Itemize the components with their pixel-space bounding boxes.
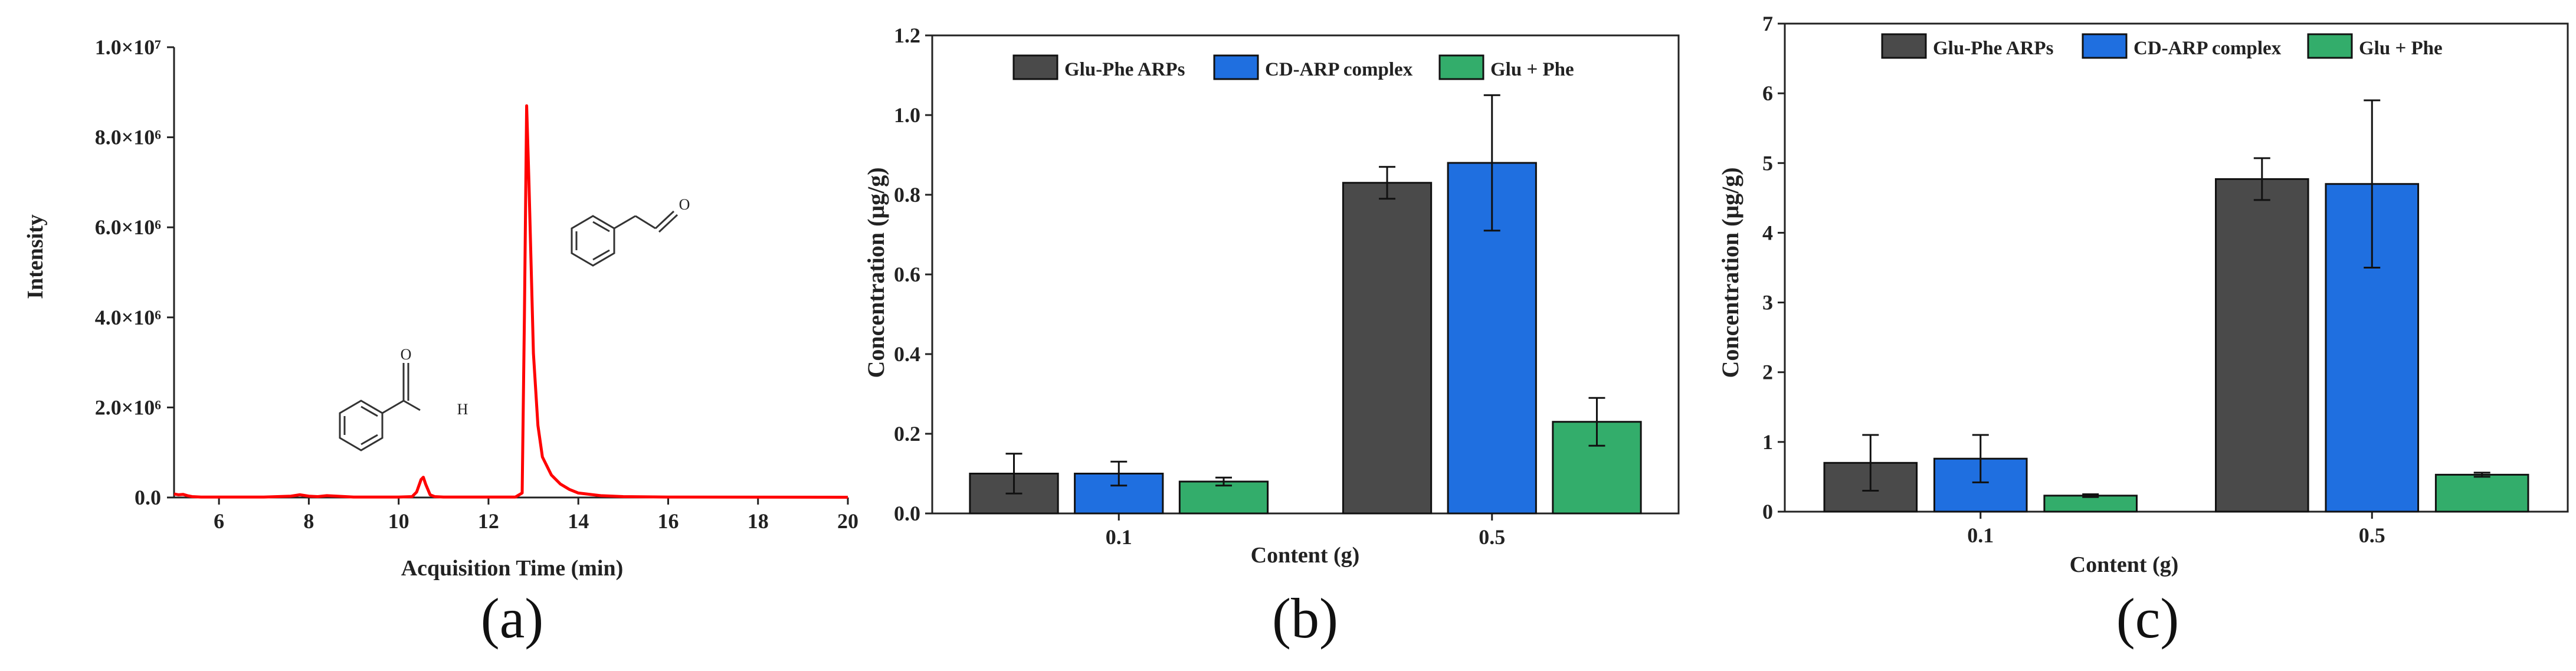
c-legend-label: Glu-Phe ARPs	[1933, 38, 2054, 59]
a-x-tick-label: 16	[657, 509, 679, 533]
chromatogram-trace	[173, 104, 848, 499]
benzaldehyde-hydrogen-label: H	[457, 401, 468, 418]
c-plot-frame	[1784, 22, 2569, 513]
b-legend-swatch	[1438, 54, 1484, 80]
a-x-tick-label: 12	[478, 509, 499, 533]
panel-a-y-ticks: 0.0 2.0×10⁶ 4.0×10⁶ 6.0×10⁶ 8.0×10⁶ 1.0×10⁷	[95, 35, 174, 509]
panel-a-label: (a)	[481, 587, 544, 650]
a-y-tick-label: 8.0×10⁶	[95, 126, 162, 149]
panel-c-axes	[1784, 22, 2569, 513]
b-y-tick-label: 0.2	[894, 422, 920, 446]
panel-c-bars	[1823, 99, 2529, 513]
panel-c-y-ticks: 0 1 2 3 4 5 6 7	[1762, 12, 1785, 523]
panel-b-bars	[969, 94, 1642, 515]
phenylacetaldehyde-oxygen-label: O	[679, 196, 690, 213]
b-y-tick-label: 1.0	[894, 103, 920, 127]
panel-b-x-axis-title: Content (g)	[1251, 543, 1360, 568]
a-x-tick-label: 20	[837, 509, 858, 533]
a-y-tick-label: 0.0	[135, 486, 161, 509]
a-x-tick-label: 8	[303, 509, 314, 533]
c-error-bar	[2082, 493, 2099, 498]
panel-c-x-axis-title: Content (g)	[2070, 552, 2179, 577]
a-x-tick-label: 14	[568, 509, 589, 533]
benzaldehyde-structure	[339, 363, 421, 451]
benzaldehyde-oxygen-label: O	[401, 346, 412, 363]
c-legend-swatch	[1881, 33, 1927, 59]
a-y-tick-label: 2.0×10⁶	[95, 395, 162, 419]
panel-a-chromatogram: 0.0 2.0×10⁶ 4.0×10⁶ 6.0×10⁶ 8.0×10⁶ 1.0×10⁷ 6…	[23, 35, 858, 650]
c-bar	[2434, 473, 2529, 513]
panel-a-x-ticks: 6 8 10 12 14 16 18 20	[214, 497, 858, 533]
b-error-bar	[1005, 453, 1022, 495]
c-legend-label: Glu + Phe	[2359, 38, 2443, 59]
c-y-tick-label: 7	[1762, 12, 1773, 35]
c-legend-swatch	[2082, 33, 2128, 59]
c-legend-label: CD-ARP complex	[2133, 38, 2282, 59]
panel-c-y-axis-title: Concentration (μg/g)	[1717, 167, 1743, 378]
a-y-tick-label: 4.0×10⁶	[95, 306, 162, 329]
b-y-tick-label: 0.8	[894, 183, 920, 207]
c-x-tick-label: 0.5	[2359, 523, 2385, 547]
b-legend-swatch	[1012, 54, 1058, 80]
phenylacetaldehyde-structure	[571, 210, 679, 267]
c-y-tick-label: 4	[1762, 221, 1773, 244]
c-y-tick-label: 5	[1762, 151, 1773, 175]
panel-b-y-axis-title: Concentration (μg/g)	[863, 167, 889, 378]
b-legend-label: CD-ARP complex	[1265, 59, 1413, 80]
b-error-bar	[1588, 397, 1605, 447]
c-x-tick-label: 0.1	[1967, 523, 1994, 547]
c-legend-swatch	[2307, 33, 2353, 59]
panel-c-bar-chart: 0 1 2 3 4 5 6 7 0.1 0.5 Glu-Phe ARPs CD-ARP compl…	[1717, 12, 2569, 650]
c-error-bar	[2364, 99, 2381, 269]
panel-b-label: (b)	[1272, 587, 1338, 650]
b-x-tick-label: 0.1	[1106, 525, 1132, 549]
b-y-tick-label: 1.2	[894, 24, 920, 47]
c-error-bar	[1972, 434, 1989, 483]
c-bar	[2043, 495, 2138, 513]
b-legend-label: Glu + Phe	[1490, 59, 1574, 80]
panel-a-x-axis-title: Acquisition Time (min)	[401, 556, 624, 581]
a-x-tick-label: 18	[748, 509, 769, 533]
b-bar	[1342, 182, 1433, 515]
a-y-tick-label: 6.0×10⁶	[95, 215, 162, 239]
b-legend-label: Glu-Phe ARPs	[1064, 59, 1185, 80]
panel-b-legend: Glu-Phe ARPs CD-ARP complex Glu + Phe	[1012, 54, 1574, 80]
panel-a-axes	[173, 47, 848, 499]
b-error-bar	[1483, 94, 1500, 232]
panel-b-x-ticks: 0.1 0.5	[1106, 513, 1505, 549]
b-x-tick-label: 0.5	[1479, 525, 1505, 549]
b-y-tick-label: 0.6	[894, 263, 920, 286]
b-legend-swatch	[1213, 54, 1259, 80]
b-y-tick-label: 0.4	[894, 342, 920, 366]
a-x-tick-label: 10	[388, 509, 409, 533]
c-error-bar	[2253, 157, 2270, 201]
a-y-tick-label: 1.0×10⁷	[95, 35, 162, 59]
b-error-bar	[1379, 166, 1396, 200]
b-bar	[1178, 480, 1269, 515]
c-y-tick-label: 2	[1762, 361, 1773, 384]
panel-c-legend: Glu-Phe ARPs CD-ARP complex Glu + Phe	[1881, 33, 2443, 59]
c-error-bar	[1862, 434, 1879, 492]
c-y-tick-label: 1	[1762, 430, 1773, 454]
panel-c-x-ticks: 0.1 0.5	[1967, 512, 2385, 547]
c-y-tick-label: 0	[1762, 500, 1773, 523]
c-bar	[2215, 178, 2309, 513]
b-error-bar	[1110, 460, 1128, 487]
c-error-bar	[2473, 472, 2490, 478]
a-x-tick-label: 6	[214, 509, 224, 533]
c-y-tick-label: 6	[1762, 81, 1773, 105]
panel-b-y-ticks: 0.0 0.2 0.4 0.6 0.8 1.0 1.2	[894, 24, 932, 525]
panel-c-label: (c)	[2116, 587, 2180, 650]
panel-b-bar-chart: 0.0 0.2 0.4 0.6 0.8 1.0 1.2 0.1 0.5 Glu-Phe ARP…	[863, 24, 1680, 650]
b-y-tick-label: 0.0	[894, 502, 920, 525]
panel-a-y-axis-title: Intensity	[23, 214, 48, 299]
b-error-bar	[1215, 476, 1232, 487]
c-y-tick-label: 3	[1762, 291, 1773, 315]
